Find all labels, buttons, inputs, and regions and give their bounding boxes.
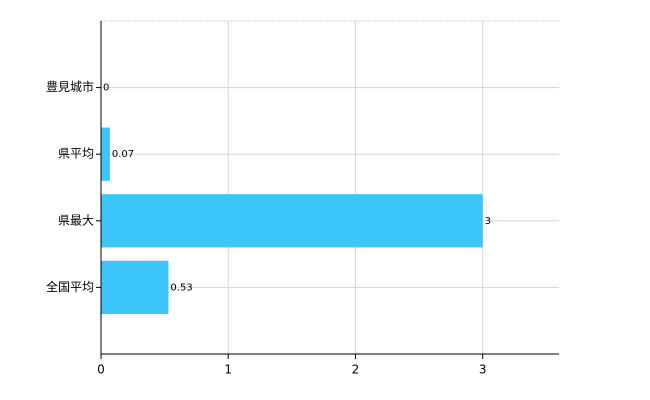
- bar: [101, 260, 169, 315]
- x-tick-label: 0: [97, 363, 105, 377]
- y-tick-label: 豊見城市: [46, 79, 94, 94]
- value-label: 0: [103, 83, 109, 94]
- y-tick-label: 県最大: [58, 213, 94, 227]
- y-tick-label: 全国平均: [46, 279, 94, 294]
- x-tick-label: 3: [479, 363, 487, 377]
- value-label: 0.07: [112, 149, 134, 160]
- value-label: 3: [485, 216, 491, 227]
- y-tick-label: 県平均: [58, 147, 94, 161]
- x-tick-label: 1: [224, 363, 232, 377]
- bar: [101, 127, 110, 181]
- value-label: 0.53: [170, 282, 192, 293]
- bar: [101, 194, 483, 248]
- x-tick-label: 2: [352, 363, 360, 377]
